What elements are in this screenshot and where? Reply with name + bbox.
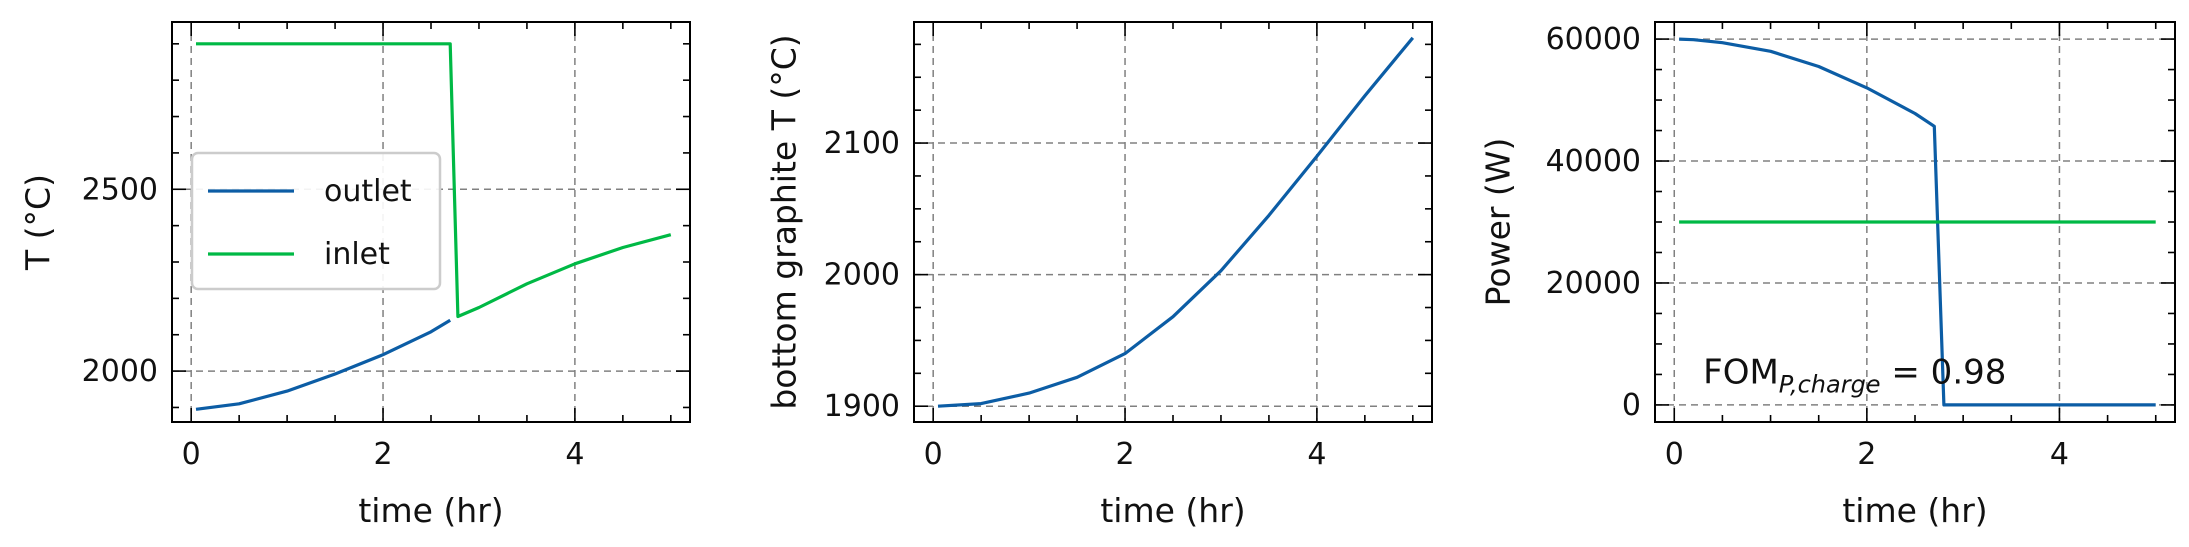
y-tick-label: 1900 xyxy=(824,389,900,424)
series-line-inlet xyxy=(196,42,672,319)
y-tick-label: 2100 xyxy=(824,126,900,161)
fom-annotation-main: FOM xyxy=(1703,352,1779,392)
y-tick-label: 2000 xyxy=(824,258,900,293)
fom-annotation: FOMP,charge = 0.98 xyxy=(1703,352,2006,398)
series-line-series-0 xyxy=(937,36,1415,408)
plot-frame xyxy=(171,21,691,423)
y-tick-label: 40000 xyxy=(1546,144,1641,179)
x-tick-label: 0 xyxy=(1665,437,1684,472)
legend-label-inlet: inlet xyxy=(324,237,390,272)
x-tick-label: 2 xyxy=(373,437,392,472)
y-tick-label: 0 xyxy=(1622,388,1641,423)
fom-annotation-subscript: P,charge xyxy=(1779,370,1881,398)
plot-frame xyxy=(1654,21,2176,423)
x-tick-label: 4 xyxy=(2050,437,2069,472)
legend-label-outlet: outlet xyxy=(324,174,412,209)
x-axis-label: time (hr) xyxy=(1100,491,1245,530)
x-axis-label: time (hr) xyxy=(1842,491,1987,530)
series-line-outlet xyxy=(195,318,452,411)
x-tick-label: 4 xyxy=(1307,437,1326,472)
fom-annotation-value: = 0.98 xyxy=(1881,352,2007,392)
x-tick-label: 0 xyxy=(924,437,943,472)
series-line-series-0 xyxy=(1679,37,2156,407)
y-tick-label: 2500 xyxy=(82,172,158,207)
y-tick-label: 20000 xyxy=(1546,266,1641,301)
chart-power: 0 2 4 0 20000 40000 60000 time (hr) Power (W) FOM… xyxy=(1479,21,2176,530)
y-axis-label: bottom graphite T (°C) xyxy=(765,34,804,409)
chart-bottom-graphite-temperature: 0 2 4 1900 2000 2100 time (hr) bottom graphite … xyxy=(765,21,1433,530)
y-axis-label: T (°C) xyxy=(19,174,58,271)
y-tick-label: 60000 xyxy=(1546,22,1641,57)
y-axis-label: Power (W) xyxy=(1479,138,1518,307)
x-axis-label: time (hr) xyxy=(358,491,503,530)
legend: outlet inlet xyxy=(190,151,442,291)
plot-frame xyxy=(913,21,1433,423)
x-tick-label: 0 xyxy=(182,437,201,472)
x-tick-label: 2 xyxy=(1857,437,1876,472)
y-tick-label: 2000 xyxy=(82,354,158,389)
x-tick-label: 4 xyxy=(565,437,584,472)
chart-temperature: 0 2 4 2000 2500 time (hr) T (°C) outlet inlet xyxy=(19,21,691,530)
x-tick-label: 2 xyxy=(1115,437,1134,472)
